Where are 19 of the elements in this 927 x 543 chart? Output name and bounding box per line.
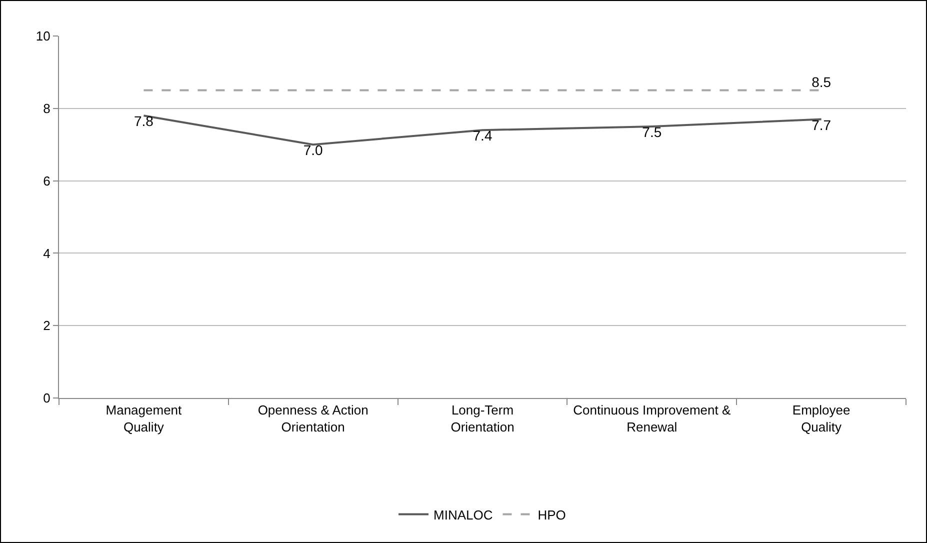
- y-tick-label: 4: [43, 246, 50, 261]
- data-label: 7.7: [812, 116, 832, 133]
- data-label: 8.5: [812, 74, 832, 90]
- x-tick-label: Management Quality: [106, 402, 182, 434]
- legend-label: MINALOC: [434, 507, 493, 522]
- data-label: 7.4: [472, 128, 492, 144]
- y-tick-label: 10: [36, 28, 50, 44]
- y-tick-label: 2: [43, 318, 50, 334]
- x-tick-label: Long-Term Orientation: [450, 402, 514, 434]
- y-tick-label: 8: [43, 100, 50, 116]
- x-tick-label: Openness & Action Orientation: [258, 402, 368, 434]
- x-tick-label: Employee Quality: [792, 402, 850, 434]
- data-label: 7.8: [134, 113, 154, 130]
- legend-label: HPO: [538, 507, 566, 522]
- x-tick-label: Continuous Improvement & Renewal: [573, 402, 731, 434]
- data-label: 7.0: [303, 142, 324, 158]
- y-tick-label: 6: [43, 173, 50, 188]
- data-label: 7.5: [642, 124, 662, 140]
- y-tick-label: 0: [43, 390, 50, 406]
